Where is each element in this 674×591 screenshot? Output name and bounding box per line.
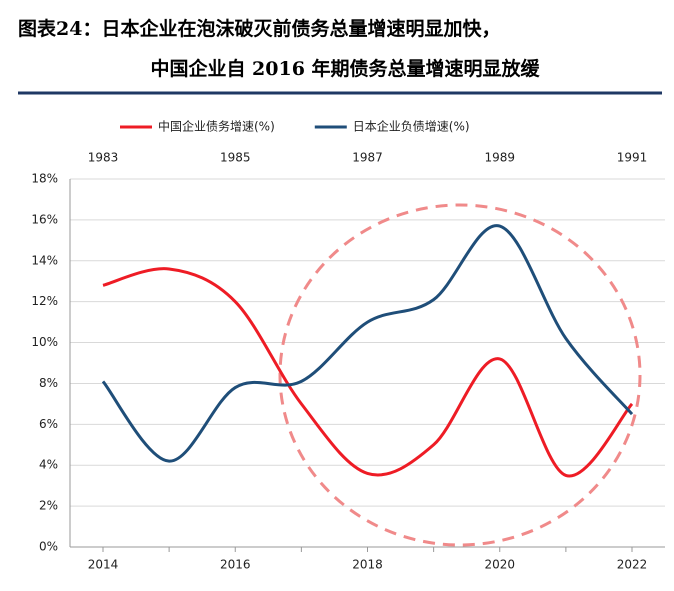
- chart-title: 图表24：日本企业在泡沫破灭前债务总量增速明显加快，: [18, 17, 500, 40]
- x-tick-label: 2020: [484, 558, 515, 572]
- highlight-circle: [278, 203, 642, 547]
- x2-tick-label: 1991: [617, 151, 648, 165]
- x2-tick-label: 1983: [88, 151, 119, 165]
- x2-tick-label: 1985: [220, 151, 251, 165]
- y-tick-label: 12%: [31, 294, 58, 308]
- chart-subtitle: 中国企业自 2016 年期债务总量增速明显放缓: [150, 57, 540, 80]
- y-tick-label: 10%: [31, 335, 58, 349]
- x-tick-label: 2014: [88, 558, 119, 572]
- y-tick-label: 14%: [31, 253, 58, 267]
- x2-tick-label: 1987: [352, 151, 383, 165]
- legend-label: 日本企业负债增速(%): [353, 119, 470, 134]
- y-tick-label: 4%: [39, 458, 58, 472]
- x-tick-label: 2022: [617, 558, 648, 572]
- y-tick-label: 0%: [39, 540, 58, 554]
- y-tick-label: 2%: [39, 499, 58, 513]
- x-tick-label: 2016: [220, 558, 251, 572]
- series-line: [101, 224, 634, 463]
- y-tick-label: 6%: [39, 417, 58, 431]
- y-tick-label: 16%: [31, 212, 58, 226]
- x-tick-label: 2018: [352, 558, 383, 572]
- y-tick-label: 18%: [31, 172, 58, 186]
- x2-tick-label: 1989: [484, 151, 515, 165]
- y-tick-label: 8%: [39, 376, 58, 390]
- legend-label: 中国企业债务增速(%): [158, 119, 275, 134]
- series-line: [102, 267, 634, 478]
